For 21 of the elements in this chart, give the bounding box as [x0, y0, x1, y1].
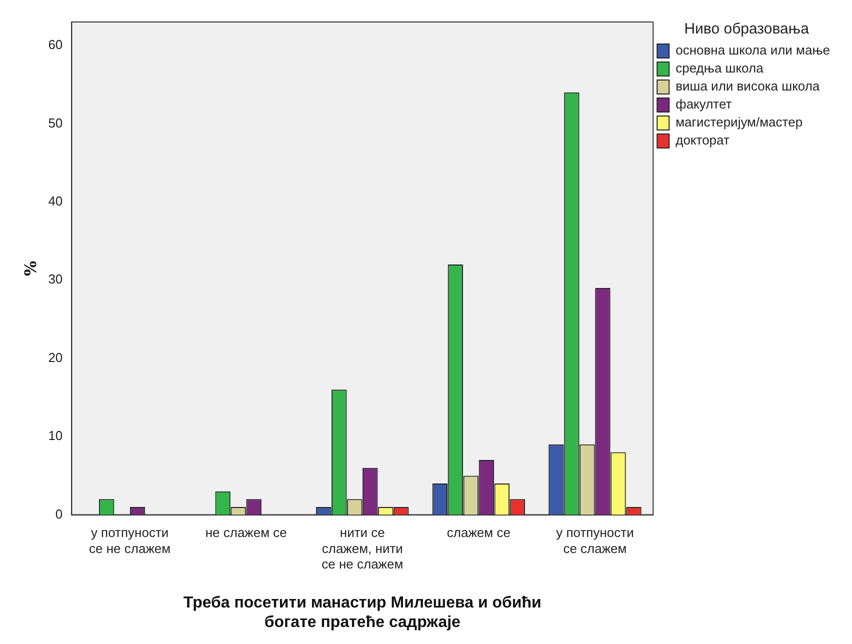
x-axis-title: Треба посетити манастир Милешева и обићи богате пратеће садржаје	[183, 594, 542, 631]
legend-label: основна школа или мање	[676, 42, 830, 58]
legend-label: докторат	[676, 132, 730, 148]
x-tick-label: у потпуности се слажем	[556, 525, 634, 556]
y-tick-label: 20	[48, 350, 63, 365]
y-axis-title: %	[20, 260, 40, 276]
x-tick-label: слажем се	[446, 525, 510, 540]
x-tick-label: не слажем се	[205, 525, 287, 540]
y-tick-label: 10	[48, 428, 63, 444]
y-tick-label: 30	[48, 272, 63, 287]
legend-title: Ниво образовања	[684, 20, 810, 38]
y-tick-label: 50	[48, 115, 63, 130]
x-tick-label: у потпуности се не слажем	[89, 525, 171, 556]
legend-label: виша или висока школа	[676, 78, 820, 94]
legend-label: магистеријум/мастер	[676, 114, 803, 130]
legend-label: факултет	[676, 96, 732, 112]
y-tick-label: 40	[48, 193, 63, 208]
y-tick-label: 0	[55, 506, 63, 522]
x-tick-label: нити се слажем, нити се не слажем	[322, 525, 404, 572]
legend-label: средња школа	[676, 60, 764, 76]
y-tick-label: 60	[48, 37, 63, 52]
